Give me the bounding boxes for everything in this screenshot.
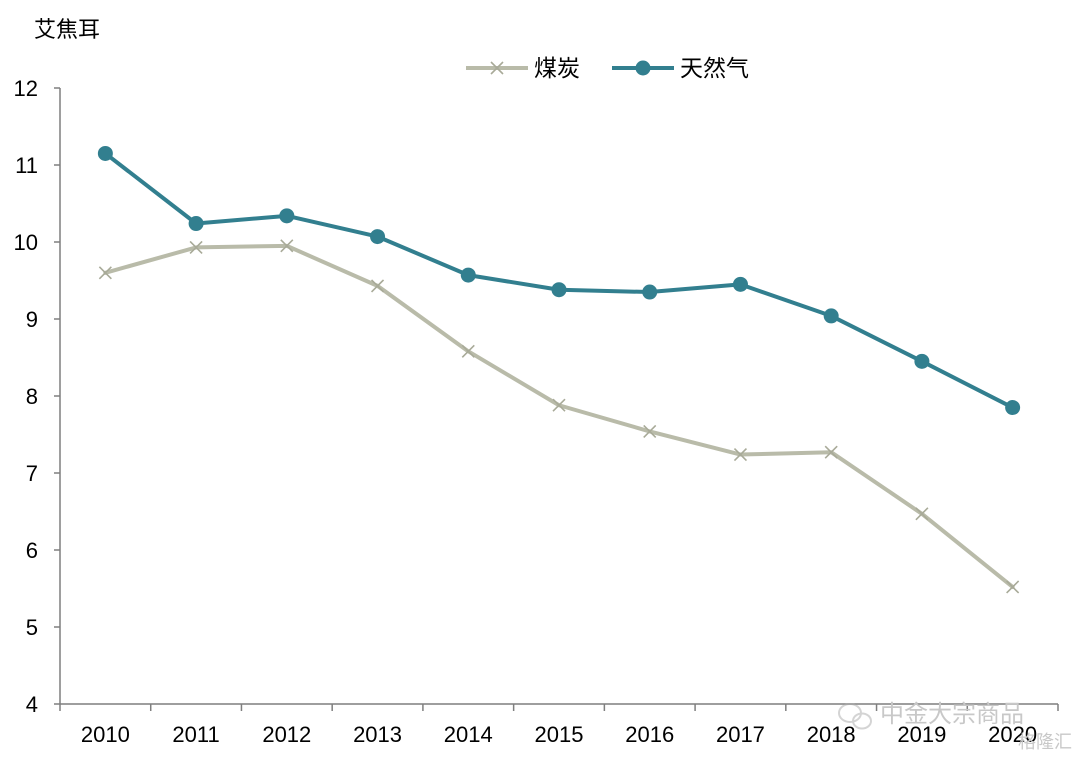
data-point-stroke xyxy=(915,507,929,521)
legend-label: 天然气 xyxy=(680,56,749,82)
x-tick-label: 2015 xyxy=(535,722,584,747)
data-point-stroke xyxy=(189,240,203,254)
x-tick-label: 2020 xyxy=(988,722,1037,747)
x-tick-label: 2016 xyxy=(625,722,674,747)
data-point-stroke xyxy=(461,344,475,358)
data-point-stroke xyxy=(280,239,294,253)
data-point-stroke xyxy=(1006,580,1020,594)
series-group xyxy=(97,145,1021,594)
x-tick-label: 2019 xyxy=(897,722,946,747)
y-axis-unit-label: 艾焦耳 xyxy=(34,18,100,43)
data-point xyxy=(188,216,204,232)
data-point xyxy=(642,284,658,300)
y-tick-label: 4 xyxy=(26,692,38,717)
x-tick-label: 2011 xyxy=(172,722,219,747)
x-tick-label: 2018 xyxy=(807,722,856,747)
data-point-stroke xyxy=(643,424,657,438)
y-tick-label: 9 xyxy=(26,307,38,332)
data-point xyxy=(914,353,930,369)
axes xyxy=(54,87,1059,711)
legend-item-2: 天然气 xyxy=(612,56,749,82)
wechat-icon xyxy=(838,703,872,730)
x-tick-label: 2010 xyxy=(81,722,130,747)
data-point xyxy=(370,229,386,245)
y-tick-label: 12 xyxy=(14,76,38,101)
data-point xyxy=(370,279,385,293)
legend-marker xyxy=(490,61,504,75)
data-point xyxy=(733,447,748,462)
data-point xyxy=(461,344,475,358)
series-line xyxy=(103,151,1015,410)
data-point xyxy=(823,308,839,324)
data-point-stroke xyxy=(824,445,838,459)
data-point xyxy=(460,267,476,283)
data-point xyxy=(280,239,294,253)
data-point xyxy=(98,266,112,280)
series-2 xyxy=(97,145,1021,416)
data-point xyxy=(97,145,113,161)
x-tick-label: 2012 xyxy=(262,722,311,747)
legend-label: 煤炭 xyxy=(534,56,580,82)
watermark-text: 中金大宗商品 xyxy=(880,700,1024,728)
y-tick-label: 10 xyxy=(14,230,38,255)
x-tick-label: 2013 xyxy=(353,722,402,747)
data-point xyxy=(915,507,929,521)
y-tick-label: 7 xyxy=(26,461,38,486)
watermark-subtext: 格隆汇 xyxy=(1018,732,1072,753)
legend-marker xyxy=(635,60,651,76)
y-tick-label: 5 xyxy=(26,615,38,640)
data-point xyxy=(643,424,657,438)
legend-item-1: 煤炭 xyxy=(466,56,580,82)
data-point xyxy=(189,240,203,254)
data-point xyxy=(824,445,838,459)
data-point xyxy=(279,208,295,224)
data-point-stroke xyxy=(370,279,385,293)
y-tick-label: 6 xyxy=(26,538,38,563)
legend: 煤炭 天然气 xyxy=(466,56,749,82)
watermark: 中金大宗商品 格隆汇 xyxy=(838,700,1072,753)
x-tick-label: 2017 xyxy=(716,722,765,747)
data-point-stroke xyxy=(98,266,112,280)
tick-labels: 4 5 6 7 8 9 10 11 12 2010 2011 2012 2013 2014 2015 2016… xyxy=(14,76,1038,747)
y-tick-label: 8 xyxy=(26,384,38,409)
data-point xyxy=(552,398,566,412)
data-point xyxy=(732,276,748,292)
x-tick-label: 2014 xyxy=(444,722,493,747)
series-1 xyxy=(98,239,1020,594)
data-point-stroke xyxy=(733,447,748,462)
data-point xyxy=(551,282,567,298)
data-point xyxy=(1005,400,1021,416)
data-point-stroke xyxy=(552,398,566,412)
y-tick-label: 11 xyxy=(15,153,38,178)
data-point xyxy=(1006,580,1020,594)
